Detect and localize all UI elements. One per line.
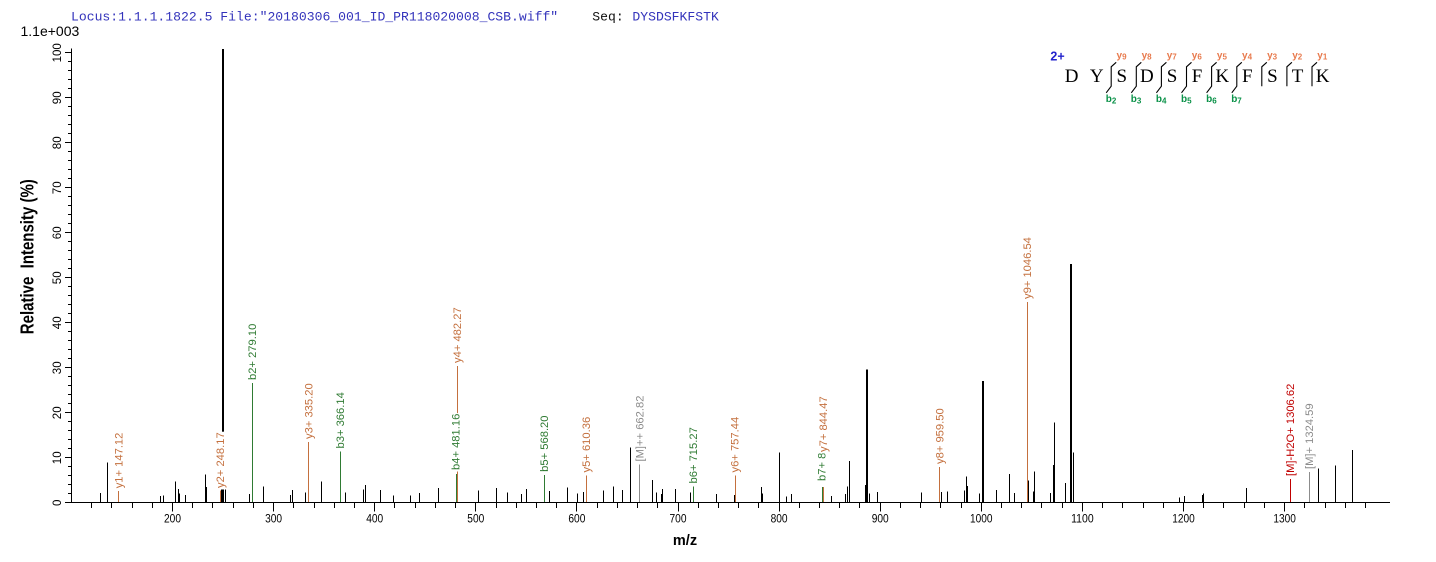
svg-text:Relative Intensity (%): Relative Intensity (%): [16, 179, 37, 334]
svg-text:y8: y8: [1142, 50, 1153, 61]
svg-text:y4: y4: [1242, 50, 1253, 61]
svg-text:400: 400: [366, 514, 383, 526]
svg-text:m/z: m/z: [673, 533, 697, 549]
svg-text:y6: y6: [1192, 50, 1203, 61]
svg-text:S: S: [1167, 66, 1178, 87]
svg-text:0: 0: [52, 500, 64, 506]
svg-text:1200: 1200: [1172, 514, 1195, 526]
svg-text:40: 40: [52, 316, 64, 329]
svg-text:S: S: [1267, 66, 1278, 87]
svg-text:700: 700: [670, 514, 687, 526]
svg-text:y2+ 248.17: y2+ 248.17: [215, 432, 227, 488]
svg-text:[M]-H2O+ 1306.62: [M]-H2O+ 1306.62: [1285, 384, 1297, 476]
svg-text:y5: y5: [1217, 50, 1228, 61]
svg-text:y9+ 1046.54: y9+ 1046.54: [1022, 237, 1034, 299]
svg-text:F: F: [1192, 66, 1203, 87]
svg-text:y5+ 610.36: y5+ 610.36: [581, 417, 593, 473]
svg-text:y1: y1: [1317, 50, 1328, 61]
svg-text:b2: b2: [1106, 94, 1117, 106]
svg-text:b3: b3: [1131, 94, 1142, 106]
svg-text:y8+ 959.50: y8+ 959.50: [934, 408, 946, 464]
svg-text:50: 50: [52, 271, 64, 284]
svg-text:Y: Y: [1090, 66, 1104, 87]
svg-text:300: 300: [265, 514, 282, 526]
svg-text:b7: b7: [1231, 94, 1242, 106]
svg-text:y6+ 757.44: y6+ 757.44: [730, 417, 742, 473]
svg-text:DYSDSFKFSTK: DYSDSFKFSTK: [632, 10, 719, 25]
svg-text:D: D: [1065, 66, 1079, 87]
svg-text:S: S: [1117, 66, 1128, 87]
svg-text:70: 70: [52, 181, 64, 194]
svg-text:b3+ 366.14: b3+ 366.14: [335, 392, 347, 448]
svg-text:K: K: [1316, 66, 1330, 87]
svg-text:1000: 1000: [970, 514, 993, 526]
svg-text:b5: b5: [1181, 94, 1192, 106]
svg-text:1.1e+003: 1.1e+003: [21, 23, 80, 39]
svg-text:20: 20: [52, 406, 64, 419]
svg-text:[M]++ 662.82: [M]++ 662.82: [634, 396, 646, 462]
svg-text:b2+ 279.10: b2+ 279.10: [247, 324, 259, 380]
svg-text:y3: y3: [1267, 50, 1278, 61]
svg-text:b6+ 715.27: b6+ 715.27: [688, 427, 700, 483]
svg-text:y7: y7: [1167, 50, 1178, 61]
svg-text:b6: b6: [1206, 94, 1217, 106]
svg-text:1300: 1300: [1273, 514, 1296, 526]
svg-text:b5+ 568.20: b5+ 568.20: [539, 415, 551, 471]
svg-text:b4: b4: [1156, 94, 1167, 106]
svg-text:600: 600: [568, 514, 585, 526]
svg-text:F: F: [1242, 66, 1253, 87]
svg-text:90: 90: [52, 91, 64, 104]
svg-text:Seq:: Seq:: [592, 10, 623, 25]
svg-text:500: 500: [467, 514, 484, 526]
svg-text:800: 800: [771, 514, 788, 526]
svg-text:60: 60: [52, 226, 64, 239]
svg-text:2+: 2+: [1050, 50, 1064, 64]
svg-text:y3+ 335.20: y3+ 335.20: [303, 383, 315, 439]
svg-text:b4+ 481.16: b4+ 481.16: [451, 414, 463, 470]
svg-text:80: 80: [52, 136, 64, 149]
svg-text:200: 200: [164, 514, 181, 526]
svg-text:K: K: [1215, 66, 1229, 87]
svg-text:T: T: [1292, 66, 1304, 87]
svg-text:Locus:1.1.1.1822.5 File:"20180: Locus:1.1.1.1822.5 File:"20180306_001_ID…: [71, 10, 558, 25]
svg-text:100: 100: [52, 43, 64, 62]
svg-text:10: 10: [52, 451, 64, 464]
svg-text:y2: y2: [1292, 50, 1303, 61]
svg-text:30: 30: [52, 361, 64, 374]
svg-text:y9: y9: [1117, 50, 1128, 61]
svg-text:[M]+ 1324.59: [M]+ 1324.59: [1304, 403, 1316, 469]
svg-text:1100: 1100: [1071, 514, 1094, 526]
svg-text:y7+ 844.47: y7+ 844.47: [818, 396, 830, 452]
svg-text:y1+ 147.12: y1+ 147.12: [113, 433, 125, 489]
svg-text:D: D: [1140, 66, 1154, 87]
svg-text:y4+ 482.27: y4+ 482.27: [452, 307, 464, 363]
svg-text:900: 900: [872, 514, 889, 526]
